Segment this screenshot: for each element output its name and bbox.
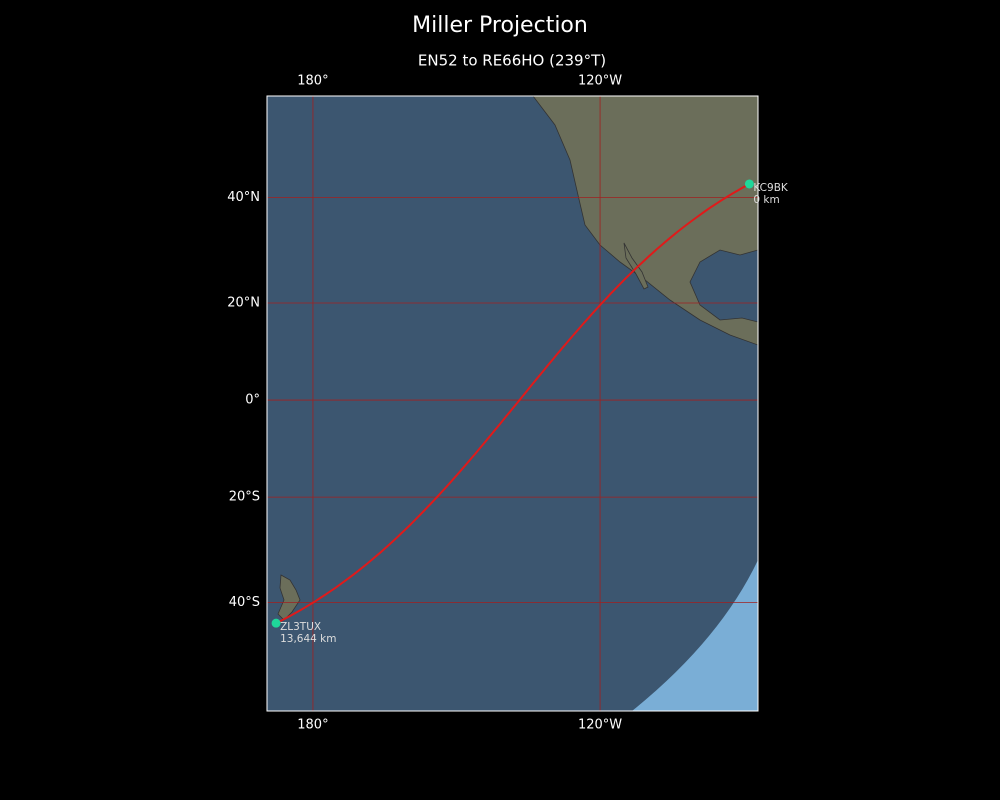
station-call: KC9BK xyxy=(753,182,789,194)
lat-label: 20°N xyxy=(227,296,260,311)
station-marker xyxy=(271,618,281,628)
title: Miller Projection xyxy=(412,13,588,38)
station-marker xyxy=(744,179,754,189)
lon-label-bottom: 180° xyxy=(297,718,328,733)
map-area xyxy=(267,96,758,711)
map-frame xyxy=(266,95,759,712)
labels: 180° 180° 120°W 120°W 40°N 20°N 0° 20°S 40°S KC9B… xyxy=(227,74,789,733)
lat-label: 40°N xyxy=(227,190,260,205)
station-call: ZL3TUX xyxy=(280,621,321,633)
great-circle-route xyxy=(275,183,750,625)
lon-label-bottom: 120°W xyxy=(578,718,622,733)
lat-label: 20°S xyxy=(229,490,260,505)
lat-label: 0° xyxy=(245,393,260,408)
route-layer xyxy=(275,183,750,625)
north-america xyxy=(532,96,758,346)
station-distance: 13,644 km xyxy=(280,633,336,645)
subtitle: EN52 to RE66HO (239°T) xyxy=(418,52,606,70)
lat-label: 40°S xyxy=(229,595,260,610)
station-distance: 0 km xyxy=(753,194,779,206)
graticule xyxy=(267,96,758,711)
lon-label-top: 120°W xyxy=(578,74,622,89)
baja-peninsula xyxy=(623,242,649,290)
daylight-region xyxy=(632,560,758,711)
lon-label-top: 180° xyxy=(297,74,328,89)
